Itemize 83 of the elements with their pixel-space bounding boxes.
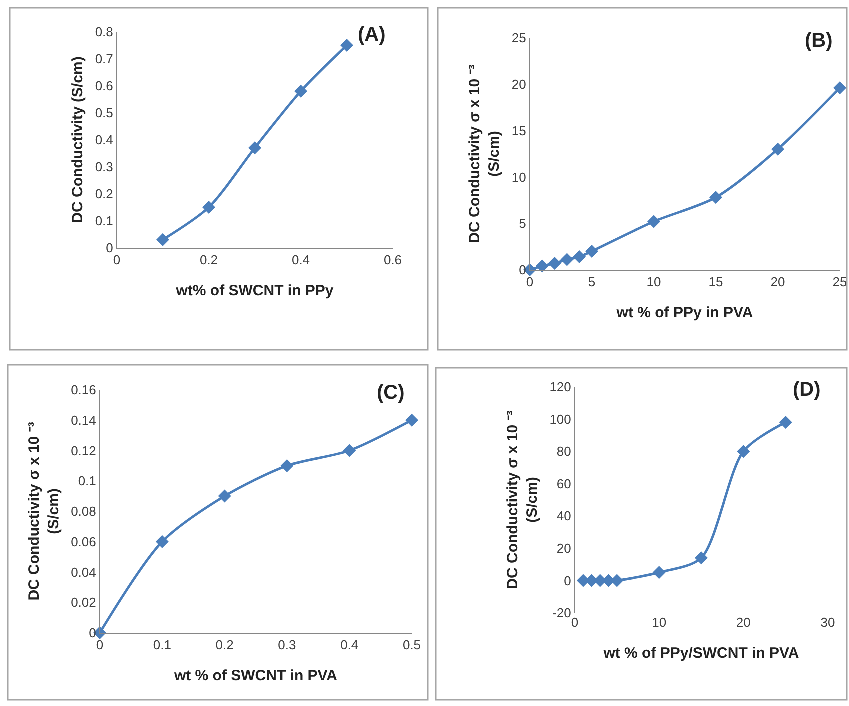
x-axis-title: wt % of PPy/SWCNT in PVA: [602, 645, 800, 662]
y-tick-label: 0.7: [95, 52, 114, 67]
y-tick-label: 0.08: [71, 504, 96, 520]
y-tick-label: 20: [512, 76, 526, 92]
y-tick-label: 0: [519, 262, 526, 278]
y-tick-label: 0.2: [95, 186, 114, 202]
point: [834, 82, 846, 95]
y-tick-label: 0.6: [95, 78, 114, 94]
x-tick-label: 20: [770, 274, 786, 290]
point: [737, 445, 750, 458]
y-tick-label: 0.3: [95, 160, 114, 175]
y-tick-label: 0.1: [95, 214, 114, 229]
point: [560, 253, 574, 266]
point: [648, 215, 660, 228]
x-tick-label: 10: [652, 615, 667, 630]
y-tick-label: 0.1: [78, 474, 96, 489]
point: [406, 414, 418, 427]
y-tick-label: 0.4: [95, 132, 114, 148]
y-tick-label: 0.14: [71, 412, 96, 428]
y-tick-label: 5: [519, 216, 526, 232]
point: [586, 244, 598, 258]
point: [156, 233, 170, 246]
x-tick-label: 0.4: [340, 638, 359, 653]
y-tick-label: 0.8: [95, 24, 114, 40]
point: [218, 490, 232, 503]
point: [772, 142, 784, 156]
y-tick-label: 120: [550, 380, 572, 395]
x-tick-label: 0.5: [402, 638, 422, 653]
point: [280, 459, 294, 472]
x-tick-label: 0.6: [384, 252, 402, 268]
chart-title: (A): [358, 24, 386, 46]
y-tick-label: 10: [512, 170, 526, 185]
y-axis-title: DC Conductivity σ x 10 ⁻³ (S/cm): [466, 64, 504, 244]
y-tick-label: 0.5: [95, 106, 114, 121]
y-tick-label: 0.16: [71, 382, 96, 398]
x-tick-label: 0.2: [200, 252, 218, 268]
x-tick-label: 10: [646, 274, 662, 290]
y-tick-label: 0: [564, 573, 572, 588]
point: [294, 84, 308, 98]
x-tick-label: 0.4: [292, 252, 310, 268]
x-tick-label: 20: [736, 615, 751, 630]
point: [710, 191, 722, 204]
x-tick-label: 30: [820, 615, 836, 630]
point: [779, 416, 792, 430]
y-tick-label: 20: [556, 540, 572, 556]
point: [573, 250, 586, 264]
y-tick-label: 100: [550, 412, 572, 427]
x-axis-title: wt % of PPy in PVA: [616, 304, 754, 322]
y-axis-title: DC Conductivity (S/cm): [70, 56, 87, 224]
point: [248, 142, 262, 155]
x-tick-label: 5: [588, 274, 596, 290]
chart-title: (D): [793, 379, 821, 401]
y-tick-label: 0.02: [71, 595, 96, 610]
y-tick-label: 40: [556, 508, 572, 524]
y-axis-title: DC Conductivity σ x 10 ⁻³ (S/cm): [504, 410, 541, 590]
x-tick-label: 0.2: [216, 638, 234, 653]
point: [340, 39, 354, 52]
point: [695, 552, 708, 565]
x-tick-label: 25: [832, 274, 848, 290]
y-tick-label: 60: [556, 476, 572, 492]
chart-title: (C): [377, 382, 405, 404]
y-tick-label: 0.06: [71, 534, 96, 550]
point: [156, 535, 169, 548]
x-tick-label: 0.1: [153, 638, 172, 653]
point: [202, 201, 216, 214]
x-tick-label: 0.3: [278, 638, 296, 653]
y-tick-label: 0: [89, 626, 96, 641]
y-tick-label: 80: [556, 444, 572, 460]
y-tick-label: 25: [512, 30, 526, 46]
point: [343, 444, 356, 458]
y-tick-label: 0: [106, 240, 114, 256]
y-tick-label: 0.04: [71, 564, 96, 580]
x-tick-label: 15: [708, 274, 724, 290]
point: [536, 260, 549, 273]
point: [548, 257, 562, 270]
x-axis-title: wt % of SWCNT in PVA: [173, 668, 338, 685]
y-axis-title: DC Conductivity σ x 10 ⁻³ (S/cm): [26, 422, 62, 601]
x-axis-title: wt% of SWCNT in PPy: [175, 282, 334, 300]
point: [652, 566, 666, 580]
chart-title: (B): [805, 30, 833, 52]
y-tick-label: -20: [552, 606, 572, 621]
y-tick-label: 0.12: [71, 443, 96, 458]
y-tick-label: 15: [512, 123, 526, 138]
